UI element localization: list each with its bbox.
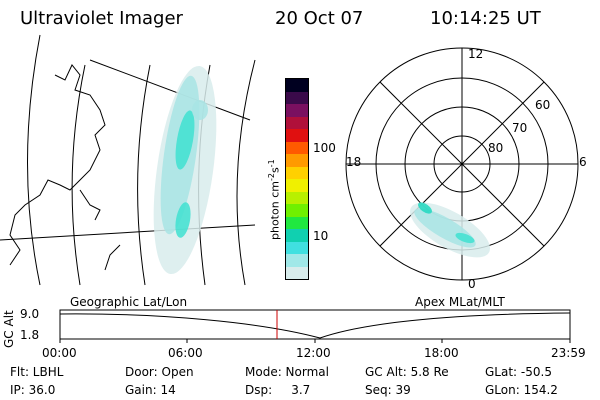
polar-plot (345, 47, 579, 281)
lat-label-80: 80 (488, 141, 504, 155)
ip-info: IP: 36.0 (10, 383, 56, 397)
seq-info: Seq: 39 (365, 383, 411, 397)
instrument-title: Ultraviolet Imager (20, 8, 183, 29)
mlt-label-6: 6 (579, 155, 587, 169)
geographic-map (0, 34, 256, 286)
dsp-info: Dsp: 3.7 (245, 383, 311, 397)
door-info: Door: Open (125, 365, 194, 379)
colorbar-title: photon cm-2s-1 (267, 159, 282, 240)
mlt-label-18: 18 (346, 155, 362, 169)
y-tick-1.8: 1.8 (20, 328, 40, 342)
gc-alt-info: GC Alt: 5.8 Re (365, 365, 449, 379)
lat-label-60: 60 (535, 98, 551, 112)
colorbar (285, 78, 309, 280)
mlt-label-12: 12 (468, 47, 484, 61)
map-grid (0, 34, 256, 286)
x-tick-1200: 12:00 (296, 346, 331, 360)
y-tick-9: 9.0 (20, 307, 40, 321)
x-tick-1800: 18:00 (424, 346, 459, 360)
timeline-left-label: Geographic Lat/Lon (70, 295, 188, 309)
filter-info: Flt: LBHL (10, 365, 64, 379)
x-tick-2359: 23:59 (551, 346, 586, 360)
time-label: 10:14:25 UT (430, 8, 541, 29)
coastline (9, 64, 121, 271)
mode-info: Mode: Normal (245, 365, 329, 379)
colorbar-tick-10: 10 (313, 229, 329, 243)
gain-info: Gain: 14 (125, 383, 176, 397)
x-tick-0600: 06:00 (168, 346, 203, 360)
glat-info: GLat: -50.5 (485, 365, 552, 379)
colorbar-tick-100: 100 (313, 141, 336, 155)
timeline-right-label: Apex MLat/MLT (415, 295, 505, 309)
altitude-timeline (59, 309, 571, 343)
aurora-emission-polar (410, 202, 490, 258)
mlt-label-0: 0 (468, 277, 476, 291)
x-tick-0000: 00:00 (42, 346, 77, 360)
timeline-axis-title: GC Alt (2, 310, 16, 348)
date-label: 20 Oct 07 (275, 8, 364, 29)
aurora-emission-geo (153, 65, 217, 275)
glon-info: GLon: 154.2 (485, 383, 558, 397)
lat-label-70: 70 (512, 121, 528, 135)
